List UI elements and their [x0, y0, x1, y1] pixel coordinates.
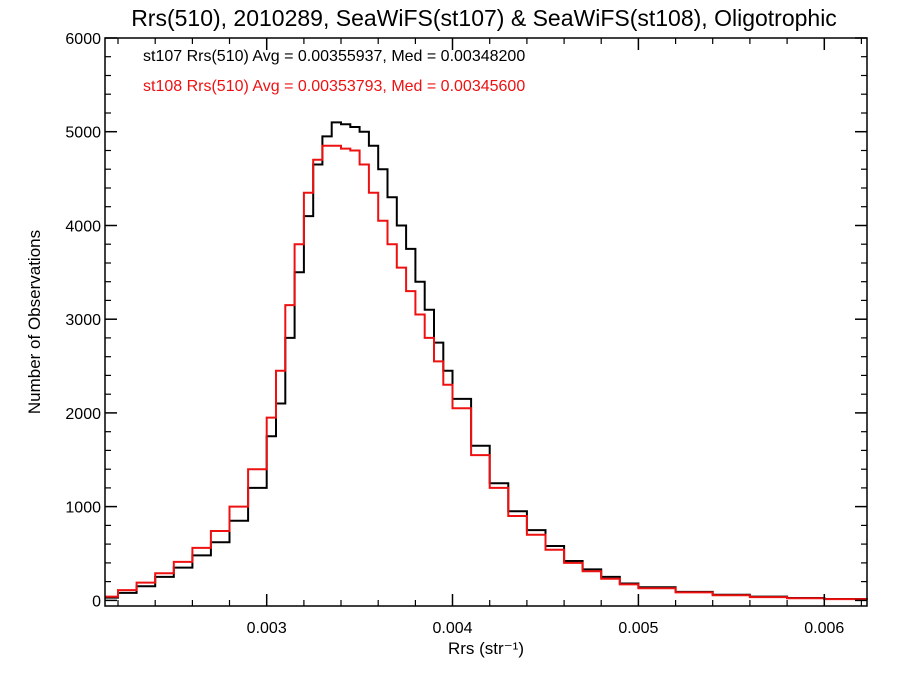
series-st107 — [105, 121, 868, 600]
x-axis-label: Rrs (str⁻¹) — [448, 639, 524, 658]
series-layer — [105, 121, 868, 601]
y-tick-label: 1000 — [65, 500, 101, 517]
tick-layer: 0.003 0.004 0.005 0.006 0 1000 2000 3000 4000 500… — [65, 31, 867, 637]
x-tick-label: 0.006 — [804, 620, 844, 637]
y-tick-label: 0 — [92, 593, 101, 610]
y-tick-label: 4000 — [65, 219, 101, 236]
y-tick-label: 2000 — [65, 406, 101, 423]
legend-st107-stats: st107 Rrs(510) Avg = 0.00355937, Med = 0… — [143, 48, 525, 65]
x-tick-label: 0.003 — [247, 620, 287, 637]
series-st108 — [105, 144, 868, 601]
legend-st108-stats: st108 Rrs(510) Avg = 0.00353793, Med = 0… — [143, 78, 525, 95]
y-tick-label: 5000 — [65, 125, 101, 142]
chart-title: Rrs(510), 2010289, SeaWiFS(st107) & SeaW… — [131, 5, 837, 31]
plot-frame — [104, 37, 868, 607]
y-tick-label: 3000 — [65, 312, 101, 329]
y-axis-label: Number of Observations — [25, 230, 44, 414]
x-tick-label: 0.005 — [618, 620, 658, 637]
y-tick-label: 6000 — [65, 31, 101, 48]
x-tick-label: 0.004 — [432, 620, 472, 637]
